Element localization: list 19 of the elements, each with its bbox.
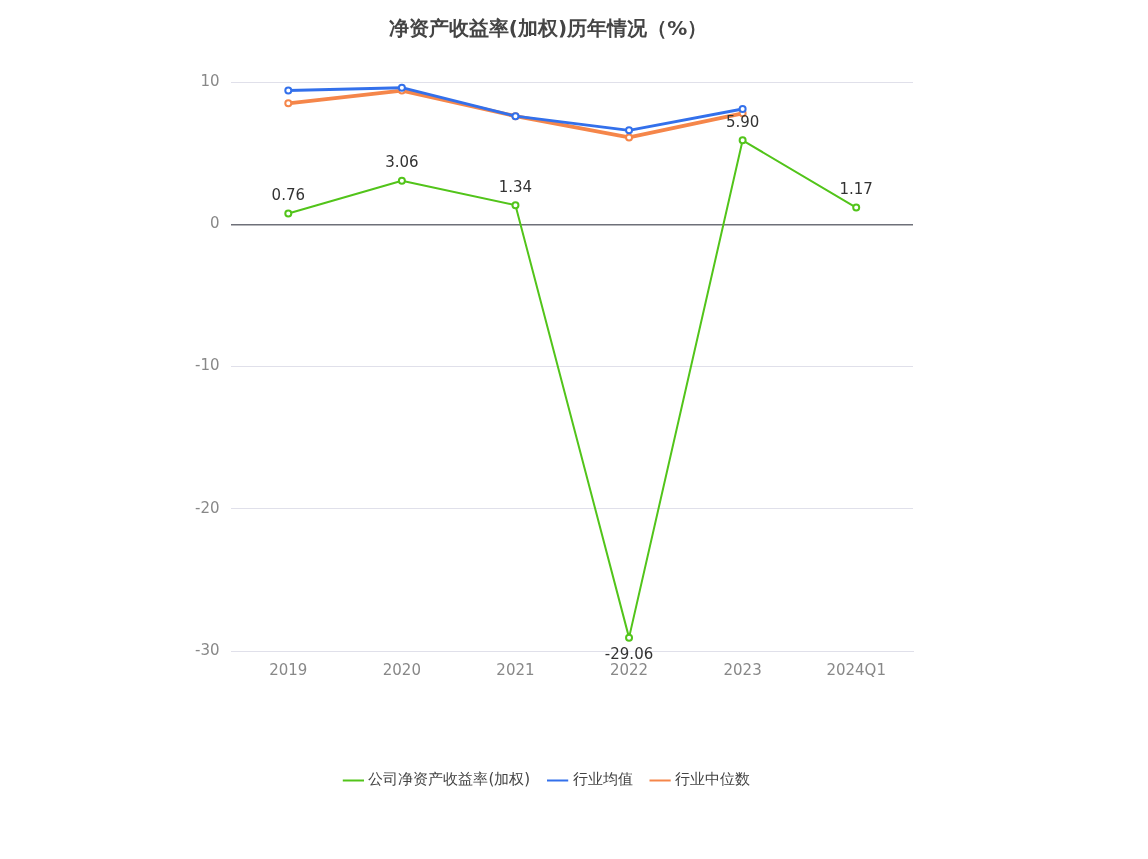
x-tick-label: 2023 [723, 660, 762, 679]
legend-label: 行业均值 [572, 770, 633, 789]
y-tick-label: -10 [195, 356, 220, 375]
chart-title: 净资产收益率(加权)历年情况（%） [388, 16, 708, 41]
legend-label: 公司净资产收益率(加权) [368, 770, 531, 789]
y-tick-label: -30 [195, 640, 220, 659]
data-label: 5.90 [725, 112, 760, 131]
x-tick-label: 2021 [496, 660, 535, 679]
data-label: 0.76 [271, 185, 305, 204]
data-label: 3.06 [385, 153, 419, 172]
legend-label: 行业中位数 [675, 770, 751, 789]
data-label: 1.34 [498, 177, 533, 196]
x-tick-label: 2024Q1 [826, 660, 886, 679]
y-tick-label: -20 [195, 498, 220, 517]
x-tick-label: 2019 [269, 660, 308, 679]
x-tick-label: 2020 [382, 660, 421, 679]
y-tick-label: 0 [209, 214, 220, 233]
y-tick-label: 10 [200, 71, 220, 90]
data-label: 1.17 [839, 180, 873, 198]
